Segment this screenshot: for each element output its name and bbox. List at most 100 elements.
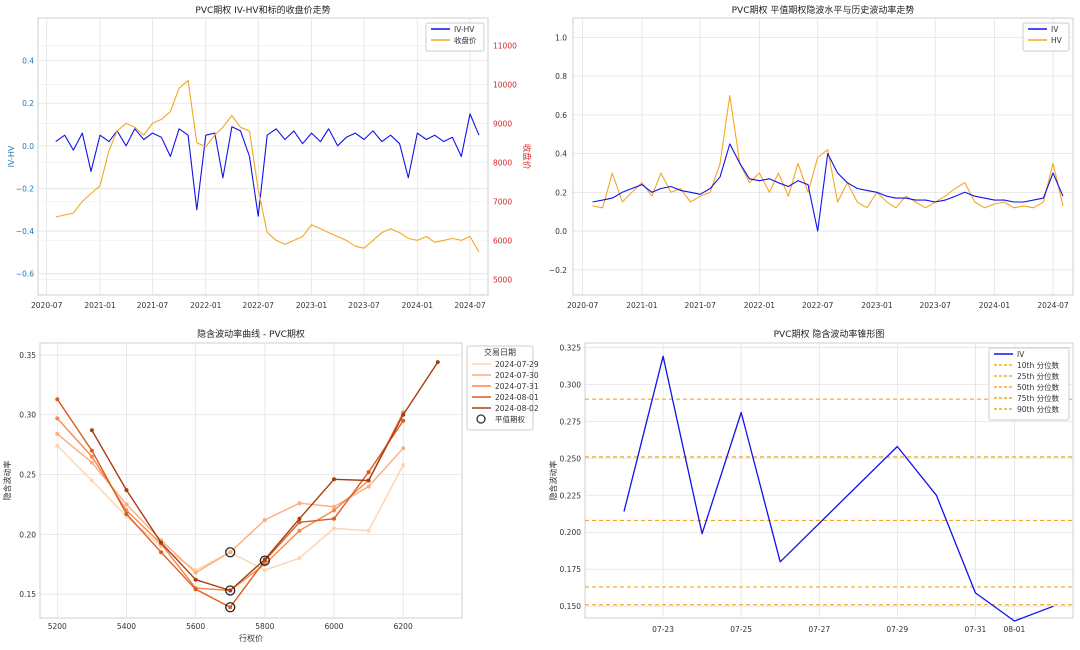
legend-label: 2024-08-01 — [495, 393, 539, 402]
x-tick-label: 2024-07 — [454, 301, 486, 310]
data-point — [262, 557, 267, 562]
legend-label: HV — [1051, 36, 1063, 45]
atm-marker — [259, 555, 270, 566]
x-tick-label: 07-25 — [730, 625, 752, 634]
data-point — [401, 418, 406, 423]
legend-label: 25th 分位数 — [1017, 371, 1060, 381]
x-tick-label: 2020-07 — [31, 301, 63, 310]
chart-title: PVC期权 IV-HV和标的收盘价走势 — [195, 4, 330, 16]
data-point — [332, 477, 337, 482]
y-tick-label: 1.0 — [555, 33, 567, 42]
data-point — [193, 577, 198, 582]
chart-title: PVC期权 平值期权隐波水平与历史波动率走势 — [732, 4, 915, 16]
y-tick-label-left: −0.2 — [16, 184, 34, 193]
data-point — [55, 397, 60, 402]
y-tick-label-left: 0.4 — [22, 57, 34, 66]
legend: 交易日期 2024-07-29 2024-07-30 2024-07-31 2024-0… — [466, 345, 539, 431]
chart-title: 隐含波动率曲线 - PVC期权 — [197, 328, 305, 340]
series-line-iv-hv — [55, 113, 480, 217]
y-tick-label-right: 9000 — [493, 119, 512, 128]
y-tick-label-right: 10000 — [493, 80, 517, 89]
atm-marker — [225, 547, 236, 558]
y-tick-label: 0.2 — [555, 188, 567, 197]
data-point — [124, 502, 129, 507]
data-point — [401, 462, 406, 467]
series-line-iv — [623, 355, 1054, 622]
legend-marker — [476, 414, 486, 424]
x-tick-label: 2021-07 — [137, 301, 169, 310]
y-tick-label: 0.20 — [19, 530, 36, 539]
atm-marker — [225, 602, 236, 613]
legend-label: IV — [1051, 25, 1059, 34]
legend-box — [466, 345, 534, 431]
y-tick-label: 0.200 — [560, 528, 582, 537]
y-tick-label: 0.250 — [560, 454, 582, 463]
data-point — [124, 488, 129, 493]
y-tick-label: 0.325 — [560, 343, 582, 352]
data-point — [228, 550, 233, 555]
data-point — [228, 588, 233, 593]
data-point — [124, 511, 129, 516]
x-tick-label: 07-27 — [808, 625, 830, 634]
data-point — [262, 517, 267, 522]
data-point — [89, 478, 94, 483]
legend-label: 10th 分位数 — [1017, 360, 1060, 370]
data-point — [332, 504, 337, 509]
legend-label: 平值期权 — [495, 414, 525, 424]
data-point — [435, 360, 440, 365]
plot-area-ivhv — [37, 17, 489, 296]
x-tick-label: 2024-01 — [979, 301, 1011, 310]
data-point — [297, 556, 302, 561]
y-tick-label-right: 7000 — [493, 197, 512, 206]
data-point — [297, 516, 302, 521]
legend: IV HV — [1022, 22, 1070, 52]
legend-label: 2024-07-30 — [495, 371, 539, 380]
legend-label: 2024-08-02 — [495, 404, 539, 413]
data-point — [262, 568, 267, 573]
x-tick-label: 07-31 — [965, 625, 987, 634]
data-point — [89, 460, 94, 465]
data-point — [55, 443, 60, 448]
plot-area-cone — [584, 342, 1074, 619]
y-tick-label: 0.4 — [555, 150, 567, 159]
legend-label: 90th 分位数 — [1017, 404, 1060, 414]
data-point — [193, 570, 198, 575]
y-tick-label: 0.225 — [560, 491, 582, 500]
y-tick-label-right: 8000 — [493, 158, 512, 167]
atm-marker — [225, 585, 236, 596]
y-axis-label: 隐含波动率 — [2, 461, 12, 501]
data-point — [366, 528, 371, 533]
legend-label: 50th 分位数 — [1017, 382, 1060, 392]
legend-label: IV — [1017, 350, 1025, 359]
y-axis-label: 隐含波动率 — [548, 461, 558, 501]
x-tick-label: 2023-07 — [920, 301, 952, 310]
y-tick-label: −0.2 — [549, 266, 567, 275]
y-tick-label: 0.300 — [560, 380, 582, 389]
x-tick-label: 2023-01 — [861, 301, 893, 310]
x-tick-label: 5600 — [186, 622, 205, 631]
data-point — [332, 508, 337, 513]
y-tick-label: 0.0 — [555, 227, 567, 236]
y-tick-label-left: −0.6 — [16, 270, 34, 279]
x-tick-label: 5400 — [117, 622, 136, 631]
x-tick-label: 07-23 — [652, 625, 674, 634]
x-tick-label: 2021-01 — [626, 301, 658, 310]
y-tick-label: 0.30 — [19, 411, 36, 420]
y-tick-label-right: 5000 — [493, 275, 512, 284]
legend-label: 收盘价 — [454, 35, 477, 45]
data-point — [159, 550, 164, 555]
y-tick-label: 0.275 — [560, 417, 582, 426]
data-point — [89, 454, 94, 459]
legend-box — [1022, 22, 1070, 52]
y-tick-label: 0.150 — [560, 602, 582, 611]
plot-area-iv-hv-levels — [572, 17, 1074, 296]
x-tick-label: 08-01 — [1004, 625, 1026, 634]
x-tick-label: 2024-07 — [1037, 301, 1069, 310]
series-line-hv — [592, 94, 1064, 209]
y-tick-label-right: 11000 — [493, 41, 517, 50]
legend-title: 交易日期 — [484, 347, 516, 357]
legend-label: IV-HV — [454, 25, 475, 34]
plot-area-smile — [39, 342, 463, 619]
